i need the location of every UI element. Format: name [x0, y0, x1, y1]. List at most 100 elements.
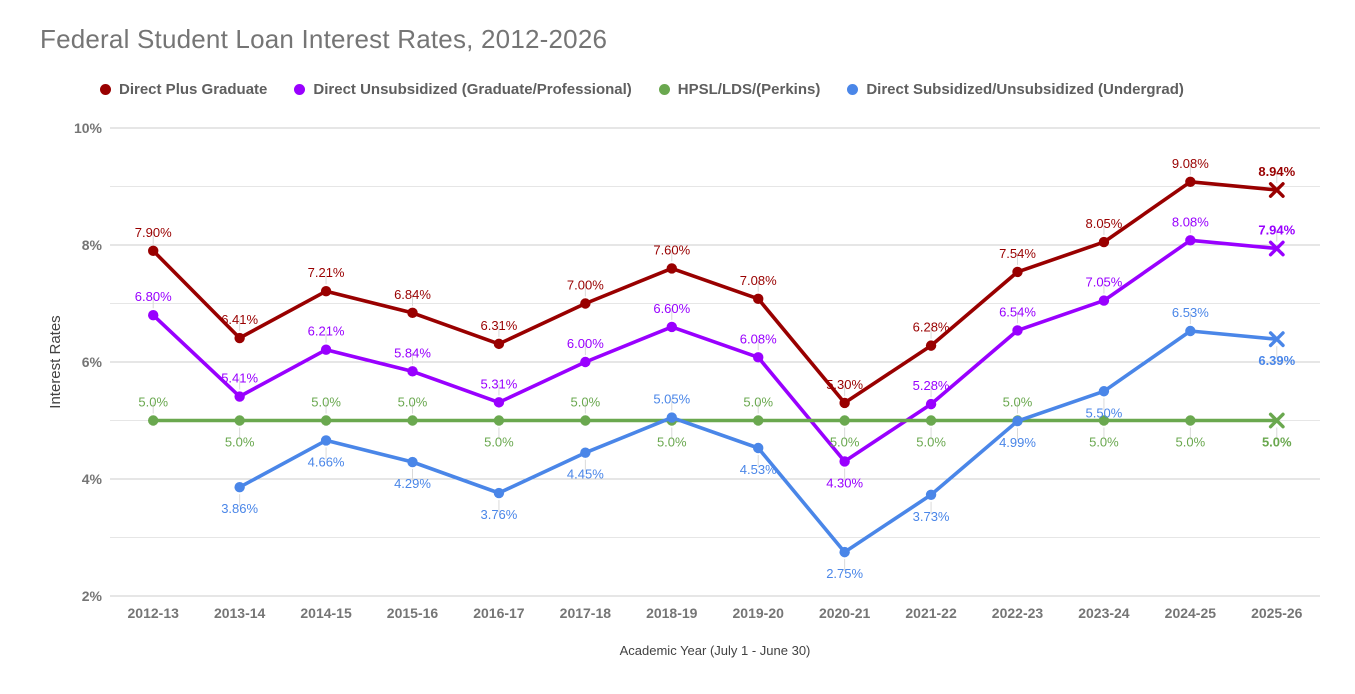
data-point[interactable]: [666, 412, 677, 423]
data-point[interactable]: [1185, 235, 1196, 246]
data-point[interactable]: [493, 487, 505, 499]
data-point-label: 7.00%: [567, 278, 604, 293]
data-point-x-marker[interactable]: [1268, 331, 1285, 348]
data-point[interactable]: [580, 298, 591, 309]
data-point[interactable]: [1012, 325, 1023, 336]
data-point[interactable]: [148, 415, 159, 426]
data-point-label: 6.54%: [999, 304, 1036, 319]
data-point[interactable]: [1185, 325, 1196, 337]
data-point-label: 5.0%: [916, 435, 946, 450]
data-point[interactable]: [407, 456, 418, 468]
series-path: [151, 238, 1279, 464]
y-axis-title: Interest Rates: [47, 315, 64, 408]
data-point[interactable]: [666, 263, 677, 274]
data-point[interactable]: [1185, 415, 1196, 426]
data-point[interactable]: [753, 352, 764, 363]
data-point-label: 8.94%: [1258, 164, 1295, 179]
data-point[interactable]: [753, 442, 764, 454]
data-point-label: 5.0%: [138, 395, 168, 410]
data-point[interactable]: [234, 481, 245, 493]
data-point[interactable]: [407, 307, 418, 319]
data-point[interactable]: [1012, 266, 1023, 278]
data-point[interactable]: [148, 310, 159, 321]
data-point-label: 4.99%: [999, 435, 1036, 450]
data-point-label: 7.54%: [999, 246, 1036, 261]
data-point-label: 6.84%: [394, 287, 431, 302]
x-tick-label: 2022-23: [992, 605, 1044, 621]
data-point[interactable]: [1098, 295, 1110, 306]
data-point[interactable]: [925, 489, 937, 500]
data-point[interactable]: [580, 356, 591, 368]
data-point-label: 6.00%: [567, 336, 604, 351]
data-point[interactable]: [925, 415, 937, 426]
data-point[interactable]: [753, 415, 764, 426]
data-point-label: 6.41%: [221, 312, 258, 327]
data-point[interactable]: [1012, 415, 1023, 427]
data-point-label: 3.86%: [221, 501, 258, 516]
data-point[interactable]: [493, 338, 505, 350]
data-point[interactable]: [407, 415, 418, 426]
data-point[interactable]: [320, 435, 332, 446]
data-point-x-marker[interactable]: [1268, 412, 1285, 429]
data-point[interactable]: [580, 415, 591, 426]
data-point[interactable]: [1098, 415, 1110, 426]
legend-item-direct-subsidized-undergrad: Direct Subsidized/Unsubsidized (Undergra…: [847, 81, 1184, 98]
legend-label: Direct Unsubsidized (Graduate/Profession…: [313, 80, 632, 98]
data-point[interactable]: [320, 344, 332, 355]
series-2-line: [148, 235, 1285, 467]
data-point[interactable]: [839, 397, 850, 409]
legend-item-hpsl-lds-perkins: HPSL/LDS/(Perkins): [658, 80, 821, 98]
data-point[interactable]: [407, 366, 418, 377]
x-tick-label: 2021-22: [905, 605, 957, 621]
data-point-label: 6.60%: [653, 301, 690, 316]
data-point[interactable]: [493, 397, 505, 408]
data-point-label: 2.75%: [826, 566, 863, 581]
data-point[interactable]: [234, 391, 245, 402]
data-point-label: 7.60%: [653, 242, 690, 257]
series-4-line: [234, 325, 1285, 558]
data-point-label: 5.05%: [653, 392, 690, 407]
data-point-label: 6.53%: [1172, 305, 1209, 320]
data-point[interactable]: [234, 415, 245, 426]
data-point-label: 3.76%: [480, 507, 517, 522]
data-point-label: 6.31%: [480, 318, 517, 333]
x-axis-title: Academic Year (July 1 - June 30): [620, 643, 811, 658]
data-point[interactable]: [320, 415, 332, 426]
data-point[interactable]: [1098, 386, 1110, 397]
y-tick-label: 8%: [82, 237, 103, 253]
data-point-label: 5.50%: [1085, 405, 1122, 420]
data-point[interactable]: [1098, 236, 1110, 248]
data-point[interactable]: [493, 415, 505, 426]
x-tick-label: 2020-21: [819, 605, 871, 621]
legend-dot-icon: [294, 83, 306, 95]
data-point-label: 5.0%: [1003, 395, 1033, 410]
data-point[interactable]: [925, 398, 937, 410]
data-point[interactable]: [1185, 176, 1196, 188]
data-point[interactable]: [839, 415, 850, 426]
series-path: [237, 329, 1279, 554]
data-point[interactable]: [320, 286, 332, 297]
data-point-label: 6.80%: [135, 289, 172, 304]
data-point-x-marker[interactable]: [1268, 182, 1285, 198]
data-point[interactable]: [925, 340, 937, 351]
data-point[interactable]: [839, 546, 850, 558]
data-point[interactable]: [666, 321, 677, 333]
data-point-x-marker[interactable]: [1268, 240, 1285, 257]
legend-item-direct-unsubsidized-grad: Direct Unsubsidized (Graduate/Profession…: [294, 80, 632, 98]
data-point[interactable]: [234, 332, 245, 344]
data-point-label: 6.21%: [308, 324, 345, 339]
data-point[interactable]: [148, 245, 159, 257]
data-point-label: 5.30%: [826, 377, 863, 392]
y-tick-label: 6%: [82, 354, 103, 370]
series-path: [151, 180, 1279, 405]
chart-legend: Direct Plus Graduate Direct Unsubsidized…: [100, 79, 1184, 99]
data-point[interactable]: [753, 293, 764, 305]
legend-dot-icon: [100, 83, 111, 95]
data-point-label: 5.0%: [743, 395, 773, 410]
y-tick-label: 4%: [82, 471, 103, 487]
x-tick-label: 2014-15: [300, 605, 352, 621]
data-point[interactable]: [839, 456, 850, 467]
data-point-label: 5.41%: [221, 371, 258, 386]
data-point[interactable]: [580, 447, 591, 458]
legend-label: HPSL/LDS/(Perkins): [677, 80, 821, 98]
